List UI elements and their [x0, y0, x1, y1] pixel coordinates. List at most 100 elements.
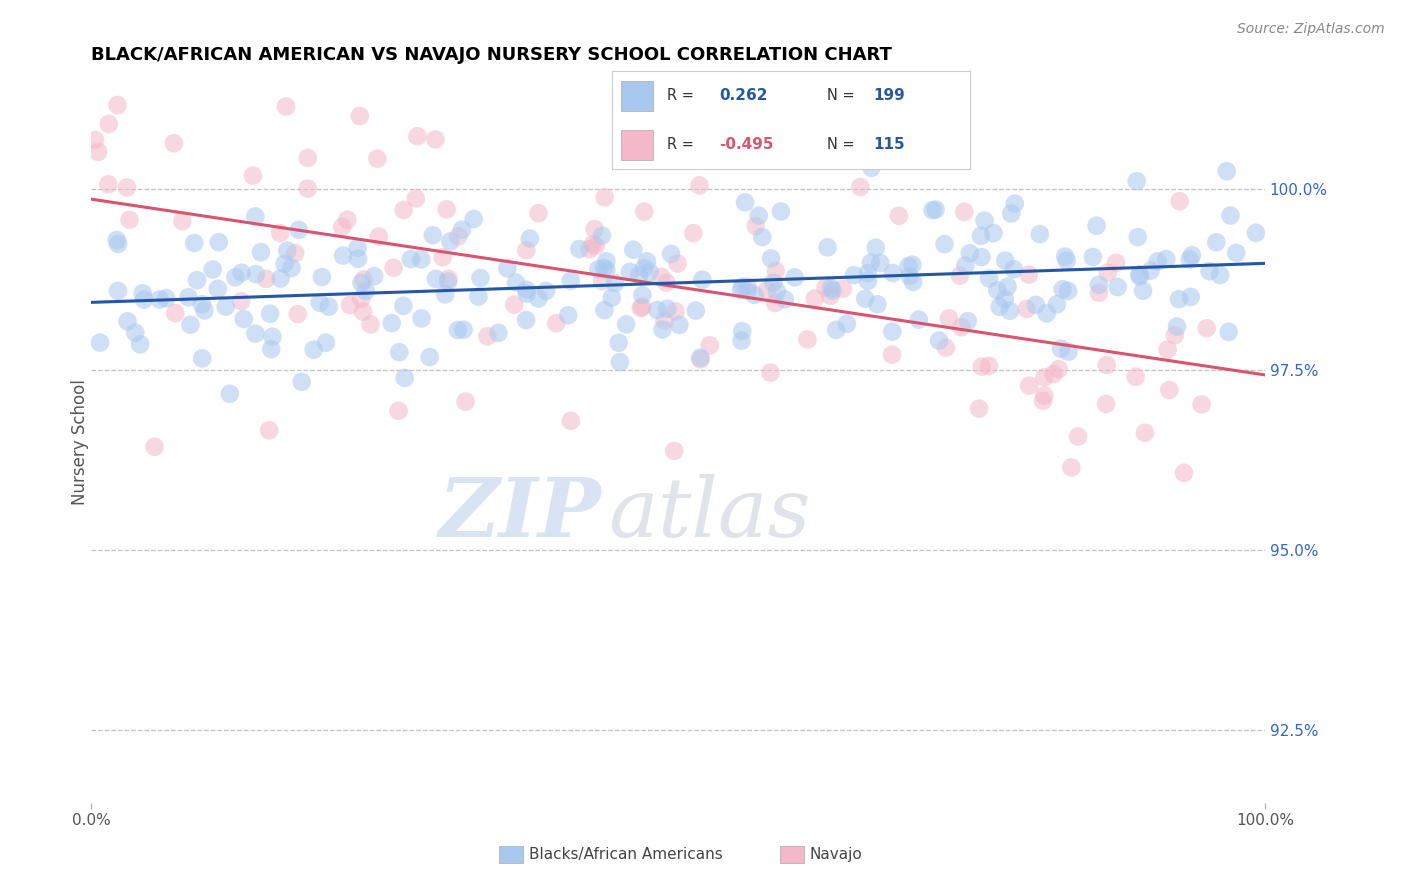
Point: [650, 269, 672, 284]
Point: [274, 99, 297, 113]
Point: [1198, 264, 1220, 278]
Point: [290, 29, 312, 43]
Point: [1218, 325, 1240, 339]
Point: [186, 273, 208, 287]
Point: [367, 229, 389, 244]
Text: 115: 115: [873, 137, 905, 153]
Point: [363, 269, 385, 284]
Point: [820, 289, 842, 303]
Point: [1129, 269, 1152, 284]
Point: [842, 268, 865, 282]
Point: [399, 252, 422, 266]
Point: [583, 222, 606, 236]
Point: [1002, 262, 1025, 277]
Point: [970, 359, 993, 374]
Point: [1097, 266, 1119, 280]
Point: [1088, 285, 1111, 300]
Point: [595, 263, 617, 277]
Point: [1033, 370, 1056, 384]
Point: [392, 299, 415, 313]
Point: [276, 244, 298, 258]
Point: [603, 276, 626, 290]
Text: N =: N =: [827, 137, 855, 153]
Point: [887, 209, 910, 223]
Point: [748, 209, 770, 223]
Point: [1105, 256, 1128, 270]
Point: [207, 282, 229, 296]
Point: [287, 307, 309, 321]
Point: [132, 286, 155, 301]
Point: [628, 268, 651, 283]
Point: [737, 279, 759, 293]
Point: [1029, 227, 1052, 242]
Point: [218, 386, 240, 401]
Point: [737, 284, 759, 298]
Point: [744, 288, 766, 302]
Point: [97, 178, 120, 192]
Point: [835, 317, 858, 331]
Point: [901, 275, 924, 289]
Point: [1067, 429, 1090, 443]
Point: [773, 293, 796, 307]
Point: [588, 262, 610, 277]
Point: [595, 254, 617, 268]
Point: [302, 343, 325, 357]
Point: [970, 250, 993, 264]
Point: [582, 237, 605, 252]
Point: [315, 335, 337, 350]
Point: [560, 414, 582, 428]
Point: [814, 280, 837, 294]
Point: [107, 236, 129, 251]
Point: [1050, 342, 1073, 356]
Point: [422, 228, 444, 243]
Point: [751, 230, 773, 244]
Point: [1209, 268, 1232, 282]
Point: [796, 333, 818, 347]
Point: [633, 204, 655, 219]
Point: [534, 284, 557, 298]
Point: [143, 440, 166, 454]
Point: [1025, 298, 1047, 312]
Point: [593, 190, 616, 204]
Point: [882, 325, 904, 339]
Point: [172, 214, 194, 228]
Point: [297, 181, 319, 195]
Point: [959, 246, 981, 260]
Point: [394, 371, 416, 385]
Point: [657, 301, 679, 316]
Point: [1057, 284, 1080, 298]
Point: [865, 241, 887, 255]
Point: [425, 132, 447, 146]
Point: [97, 117, 120, 131]
Point: [115, 180, 138, 194]
Point: [1166, 319, 1188, 334]
Point: [998, 303, 1021, 318]
Point: [600, 291, 623, 305]
Point: [1095, 397, 1118, 411]
Point: [350, 276, 373, 290]
Text: 199: 199: [873, 88, 905, 103]
Point: [821, 284, 844, 298]
Point: [731, 324, 754, 338]
Point: [592, 260, 614, 275]
Point: [107, 98, 129, 112]
Point: [638, 265, 661, 279]
Point: [614, 318, 637, 332]
Point: [87, 145, 110, 159]
Point: [1042, 367, 1064, 381]
Point: [477, 329, 499, 343]
Point: [1032, 393, 1054, 408]
Point: [1191, 397, 1213, 411]
Point: [546, 316, 568, 330]
Point: [515, 313, 537, 327]
Point: [783, 270, 806, 285]
Point: [591, 228, 613, 243]
Point: [149, 293, 172, 307]
Point: [346, 241, 368, 255]
Point: [419, 350, 441, 364]
Point: [744, 219, 766, 233]
Point: [636, 254, 658, 268]
Point: [245, 267, 267, 281]
Point: [1159, 383, 1181, 397]
Point: [411, 311, 433, 326]
